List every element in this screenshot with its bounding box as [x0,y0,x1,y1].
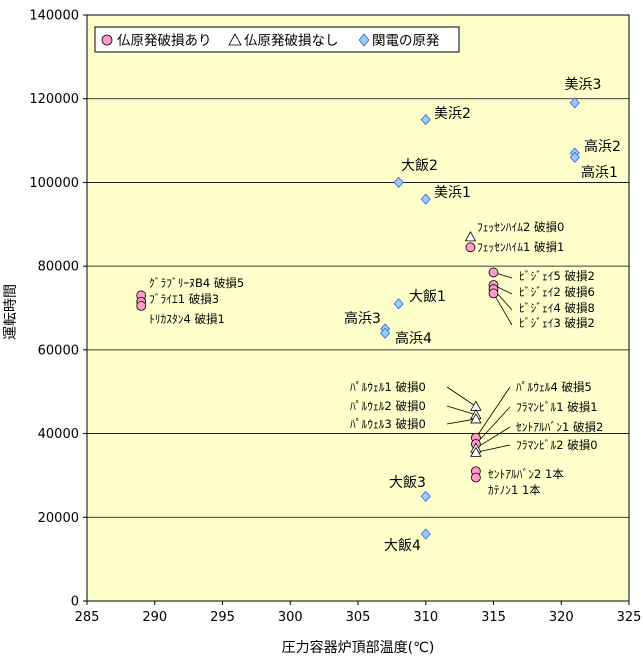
point-label: ﾌﾗﾏﾝﾋﾞﾙ1 破損1 [516,400,598,414]
point-label: 高浜2 [584,138,621,155]
leader-line [475,426,511,449]
point-label: ｶﾃﾉﾝ1 1本 [488,483,541,497]
circle-marker [488,288,499,299]
x-tick-label: 300 [278,610,303,625]
point-label: 美浜1 [434,185,471,201]
legend-item-triangle: 仏原発破損なし [228,33,339,49]
y-tick-label: 140000 [29,9,79,24]
point-label: 大飯3 [389,474,426,491]
legend-item-circle: 仏原発破損あり [101,33,212,49]
x-tick-label: 305 [346,610,371,625]
point-label: 美浜3 [565,77,602,93]
diamond-marker [420,114,431,126]
x-tick-label: 285 [75,610,100,625]
point-label: ﾊﾟﾙｳｪﾙ1 破損0 [350,380,426,394]
x-axis-title: 圧力容器炉頂部温度(℃) [282,639,435,656]
triangle-marker [464,231,477,242]
point-label: 美浜2 [434,106,471,122]
x-tick-label: 315 [481,610,506,625]
point-label: ﾊﾟﾙｳｪﾙ3 破損0 [350,417,426,431]
diamond-marker [380,327,391,339]
y-tick-label: 20000 [38,511,79,526]
diamond-marker [420,193,431,205]
point-label: ｾﾝﾄｱﾙﾊﾞﾝ2 1本 [488,467,564,481]
point-label: ﾌｪｯｾﾝﾊｲﾑ1 破損1 [477,240,564,254]
grid-lines [87,98,629,518]
legend-circle-label: 仏原発破損あり [117,33,212,49]
y-tick-label: 40000 [38,427,79,442]
point-label: 高浜3 [344,310,381,327]
point-label: ﾋﾞｼﾞｪｲ4 破損8 [519,301,595,315]
x-axis-ticks: 285 290 295 300 305 310 315 320 325 [75,601,642,625]
x-tick-label: 310 [413,610,438,625]
circle-marker [136,301,147,311]
x-tick-label: 295 [210,610,235,625]
legend-box [94,26,460,53]
legend-triangle-label: 仏原発破損なし [244,33,339,49]
point-labels: 美浜3 美浜2 高浜2 高浜1 大飯2 美浜1 大飯1 高浜3 高浜4 大飯3 大飯4 ﾌｪｯｾﾝﾊｲ… [149,77,621,554]
diamond-marker [569,151,580,163]
leader-line [446,405,477,416]
point-label: 大飯1 [409,288,446,305]
point-label: ﾊﾟﾙｳｪﾙ2 破損0 [350,399,426,413]
x-tick-label: 325 [617,610,642,625]
y-axis-title: 運転時間 [3,284,19,340]
point-label: 大飯4 [384,537,421,554]
legend-triangle-marker [228,33,242,46]
triangle-marker [470,446,482,457]
point-label: ﾄﾘｶｽﾀﾝ4 破損1 [149,312,225,326]
plot-area [86,14,630,602]
leader-line [475,444,511,453]
y-tick-label: 100000 [29,176,79,191]
point-label: 大飯2 [401,157,438,174]
point-label: ﾋﾞｼﾞｪｲ3 破損2 [519,316,595,330]
circle-marker [488,267,499,278]
leader-line [446,386,477,407]
y-tick-label: 80000 [38,260,79,275]
x-tick-label: 290 [142,610,167,625]
leader-line [493,293,513,326]
point-label: ｸﾞﾗﾌﾞﾘｰﾇB4 破損5 [149,276,244,290]
x-tick-label: 320 [549,610,574,625]
leader-line [475,406,511,445]
y-tick-label: 0 [71,595,79,610]
legend-item-diamond: 関電の原発 [358,33,440,49]
legend-circle-marker [101,34,113,46]
diamond-marker [393,298,404,310]
point-label: ﾊﾟﾙｳｪﾙ4 破損5 [516,380,592,394]
leader-line [475,386,511,438]
legend-diamond-label: 関電の原発 [372,33,440,49]
point-label: ｾﾝﾄｱﾙﾊﾞﾝ1 破損2 [516,420,603,434]
diamond-marker [420,528,431,540]
data-markers [136,97,580,540]
point-label: ﾌﾞﾗｲｴ1 破損3 [149,292,219,306]
point-label: ﾌｪｯｾﾝﾊｲﾑ2 破損0 [477,220,564,234]
triangle-marker [470,413,482,424]
legend-diamond-marker [358,33,370,47]
diamond-marker [420,490,431,502]
circle-marker [465,242,476,253]
y-tick-label: 60000 [38,343,79,358]
circle-marker [470,472,481,483]
diamond-marker [569,97,580,109]
point-label: 高浜4 [395,330,432,347]
legend: 仏原発破損あり 仏原発破損なし 関電の原発 [94,26,460,53]
y-axis-ticks: 0 20000 40000 60000 80000 100000 120000 140000 [29,9,87,610]
point-label: ﾋﾞｼﾞｪｲ2 破損6 [519,285,595,299]
point-label: ﾌﾗﾏﾝﾋﾞﾙ2 破損0 [516,438,598,452]
y-tick-label: 120000 [29,92,79,107]
diamond-marker [393,176,404,189]
leader-line [446,418,476,425]
point-label: 高浜1 [581,164,618,181]
point-label: ﾋﾞｼﾞｪｲ5 破損2 [519,269,595,283]
